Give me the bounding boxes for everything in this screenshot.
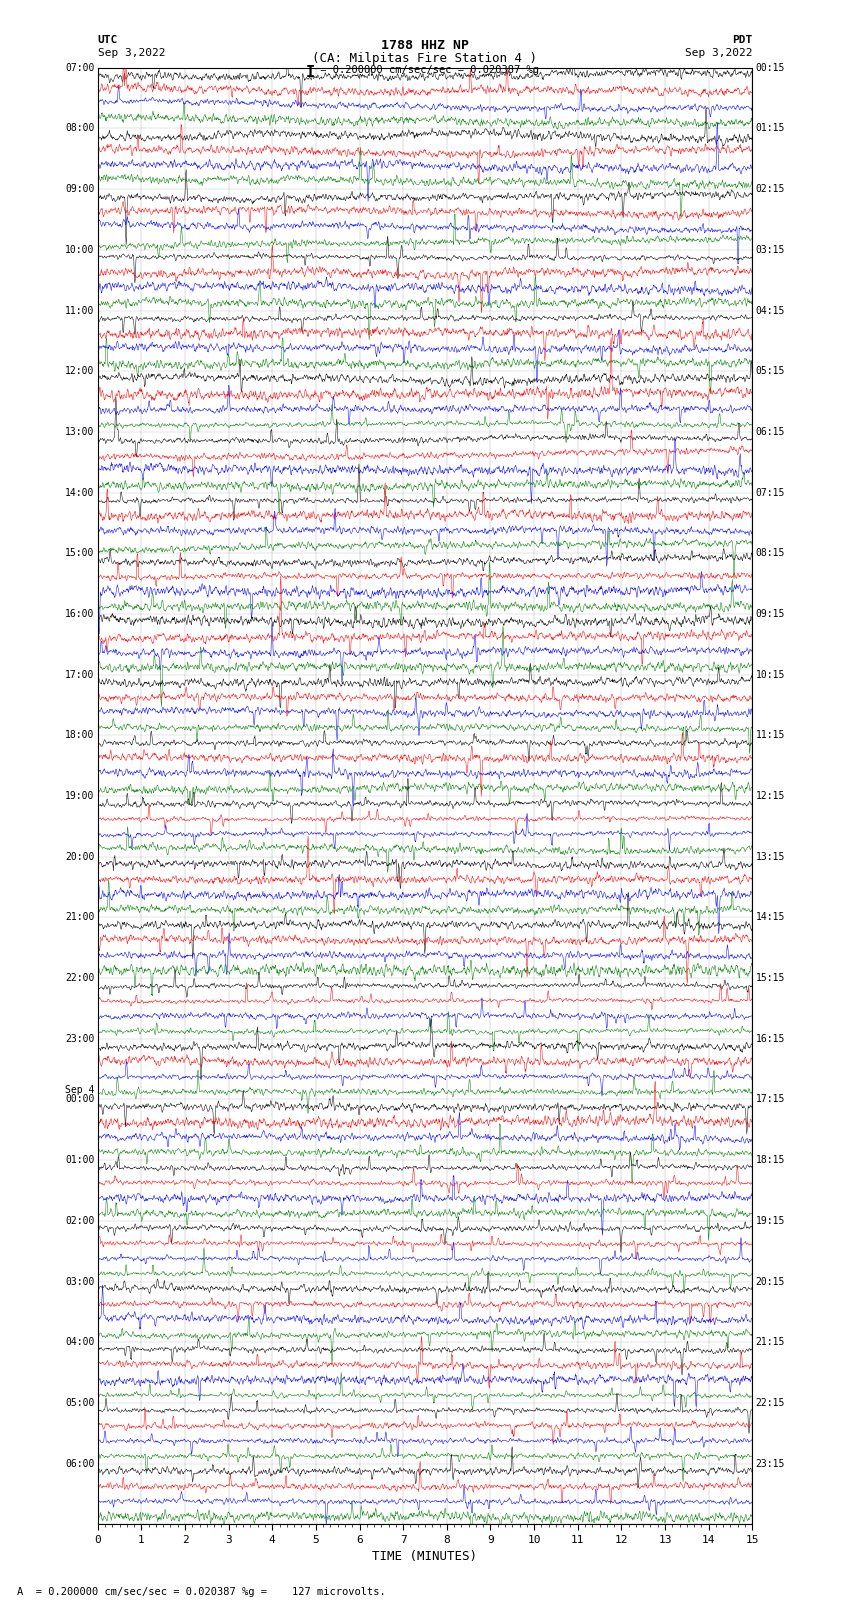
Text: 22:00: 22:00: [65, 973, 94, 982]
Text: 12:00: 12:00: [65, 366, 94, 376]
Text: I: I: [306, 65, 314, 79]
Text: 19:00: 19:00: [65, 790, 94, 802]
Text: 17:15: 17:15: [756, 1095, 785, 1105]
Text: 23:00: 23:00: [65, 1034, 94, 1044]
Text: 15:15: 15:15: [756, 973, 785, 982]
Text: 12:15: 12:15: [756, 790, 785, 802]
Text: 22:15: 22:15: [756, 1398, 785, 1408]
Text: 00:00: 00:00: [65, 1095, 94, 1105]
Text: = 0.200000 cm/sec/sec = 0.020387 %g: = 0.200000 cm/sec/sec = 0.020387 %g: [314, 65, 540, 74]
Text: 14:00: 14:00: [65, 487, 94, 497]
Text: 1788 HHZ NP: 1788 HHZ NP: [381, 39, 469, 52]
Text: UTC: UTC: [98, 35, 118, 45]
Text: 13:15: 13:15: [756, 852, 785, 861]
Text: 02:15: 02:15: [756, 184, 785, 194]
Text: 11:15: 11:15: [756, 731, 785, 740]
Text: 10:00: 10:00: [65, 245, 94, 255]
Text: 20:00: 20:00: [65, 852, 94, 861]
Text: A  = 0.200000 cm/sec/sec = 0.020387 %g =    127 microvolts.: A = 0.200000 cm/sec/sec = 0.020387 %g = …: [17, 1587, 386, 1597]
Text: 10:15: 10:15: [756, 669, 785, 679]
Text: 04:00: 04:00: [65, 1337, 94, 1347]
Text: 02:00: 02:00: [65, 1216, 94, 1226]
Text: 18:15: 18:15: [756, 1155, 785, 1165]
Text: 01:15: 01:15: [756, 124, 785, 134]
Text: PDT: PDT: [732, 35, 752, 45]
Text: (CA: Milpitas Fire Station 4 ): (CA: Milpitas Fire Station 4 ): [313, 52, 537, 65]
Text: 05:00: 05:00: [65, 1398, 94, 1408]
Text: 15:00: 15:00: [65, 548, 94, 558]
Text: 04:15: 04:15: [756, 305, 785, 316]
Text: 08:00: 08:00: [65, 124, 94, 134]
Text: 23:15: 23:15: [756, 1458, 785, 1468]
Text: 11:00: 11:00: [65, 305, 94, 316]
X-axis label: TIME (MINUTES): TIME (MINUTES): [372, 1550, 478, 1563]
Text: 05:15: 05:15: [756, 366, 785, 376]
Text: 07:15: 07:15: [756, 487, 785, 497]
Text: 06:15: 06:15: [756, 427, 785, 437]
Text: 16:15: 16:15: [756, 1034, 785, 1044]
Text: 07:00: 07:00: [65, 63, 94, 73]
Text: 03:15: 03:15: [756, 245, 785, 255]
Text: 09:15: 09:15: [756, 610, 785, 619]
Text: 00:15: 00:15: [756, 63, 785, 73]
Text: Sep 3,2022: Sep 3,2022: [685, 48, 752, 58]
Text: Sep 4: Sep 4: [65, 1086, 94, 1095]
Text: 21:00: 21:00: [65, 913, 94, 923]
Text: 09:00: 09:00: [65, 184, 94, 194]
Text: 14:15: 14:15: [756, 913, 785, 923]
Text: 18:00: 18:00: [65, 731, 94, 740]
Text: 08:15: 08:15: [756, 548, 785, 558]
Text: 03:00: 03:00: [65, 1276, 94, 1287]
Text: 13:00: 13:00: [65, 427, 94, 437]
Text: 01:00: 01:00: [65, 1155, 94, 1165]
Text: 21:15: 21:15: [756, 1337, 785, 1347]
Text: 16:00: 16:00: [65, 610, 94, 619]
Text: 20:15: 20:15: [756, 1276, 785, 1287]
Text: Sep 3,2022: Sep 3,2022: [98, 48, 165, 58]
Text: 17:00: 17:00: [65, 669, 94, 679]
Text: 19:15: 19:15: [756, 1216, 785, 1226]
Text: 06:00: 06:00: [65, 1458, 94, 1468]
